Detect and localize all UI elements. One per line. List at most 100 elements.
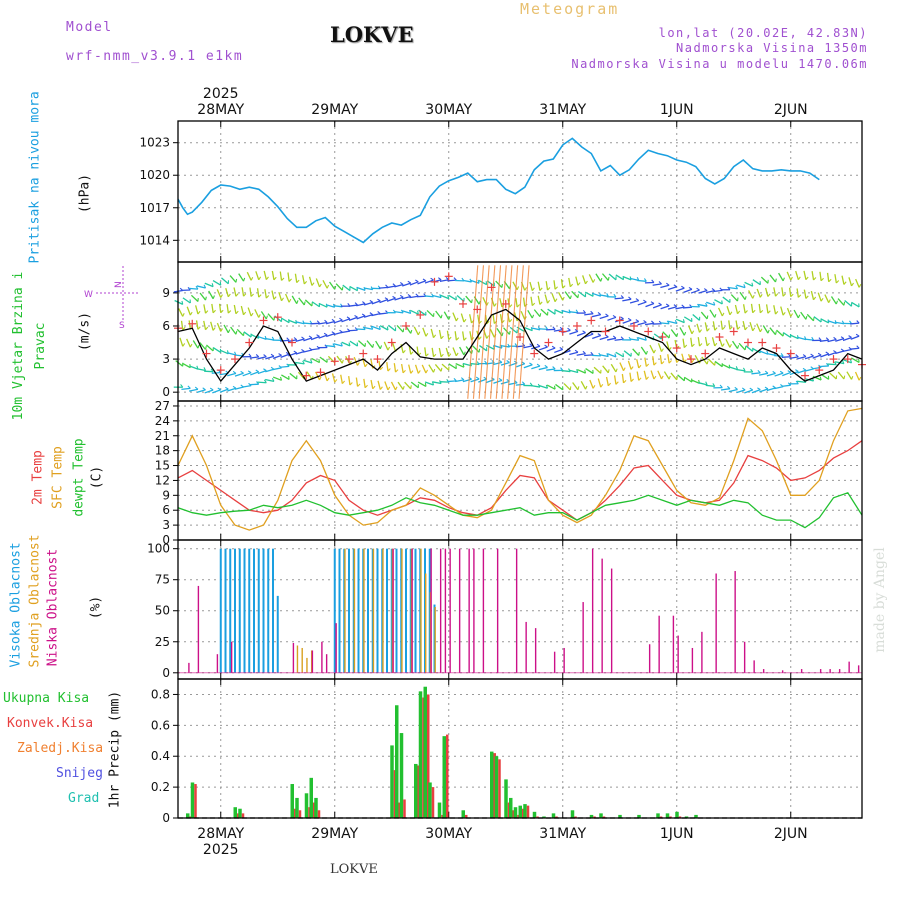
wind-arrow-head	[752, 309, 756, 314]
wind-arrow	[776, 329, 784, 337]
wind-arrow	[264, 337, 275, 341]
wind-arrow	[392, 342, 397, 352]
wind-arrow	[742, 304, 746, 314]
wind-arrow-head	[379, 345, 383, 349]
top-day-label: 29MAY	[311, 102, 358, 118]
wind-arrow	[294, 273, 298, 283]
wind-arrow-head	[813, 277, 817, 281]
wind-arrow-head	[477, 279, 480, 284]
wind-arrow-head	[475, 376, 480, 380]
wind-arrow-head	[433, 353, 437, 358]
wind-arrow	[554, 348, 563, 354]
wind-arrow-head	[521, 381, 526, 385]
wind-arrow	[533, 309, 541, 318]
wind-arrow	[554, 309, 564, 314]
wind-arrow-head	[357, 383, 361, 387]
total-precip-bar	[414, 763, 418, 818]
wind-arrow-head	[713, 301, 716, 306]
wind-arrow-head	[455, 317, 459, 322]
wind-arrow	[509, 326, 518, 334]
wind-arrow-head	[281, 297, 284, 302]
wind-arrow-head	[711, 288, 716, 292]
wind-arrow-head	[331, 331, 336, 335]
wind-arrow	[452, 347, 457, 357]
elevation-text: Nadmorska Visina 1350m	[676, 41, 868, 55]
wind-arrow-head	[628, 296, 632, 300]
wind-arrow	[721, 363, 731, 369]
wind-arrow	[272, 376, 282, 381]
wind-arrow-head	[620, 316, 624, 320]
wind-arrow	[717, 307, 723, 317]
y-tick-label: 0	[162, 666, 170, 680]
wind-arrow-head	[455, 352, 459, 357]
wind-arrow	[675, 306, 685, 310]
wind-arrow	[530, 296, 533, 306]
wind-arrow	[786, 307, 792, 317]
bottom-day-label: 30MAY	[425, 826, 472, 842]
station-title: LOKVE	[330, 22, 414, 47]
y-tick-label: 0	[162, 385, 170, 399]
wind-arrow-head	[843, 281, 847, 285]
bottom-time-axis: 28MAY 29MAY 30MAY 31MAY 1JUN 2JUN 2025	[197, 826, 807, 858]
wind-arrow-head	[182, 326, 186, 331]
wind-arrow-head	[569, 283, 574, 288]
wind-arrow-head	[478, 336, 482, 340]
wind-arrow-head	[211, 283, 214, 287]
wind-arrow-head	[630, 366, 634, 370]
panel-pressure: 1014 1017 1020 1023	[139, 120, 863, 263]
wind-arrow	[582, 275, 587, 285]
wind-arrow	[204, 389, 214, 394]
wind-arrow	[371, 313, 381, 317]
wind-arrow-head	[643, 299, 647, 303]
wind-arrow	[797, 355, 807, 360]
wind-arrow-head	[379, 366, 384, 371]
wind-arrow-head	[250, 293, 254, 297]
wind-arrow-head	[820, 277, 824, 282]
wind-arrow	[439, 279, 449, 283]
wind-arrow-head	[407, 280, 412, 284]
wind-arrow-head	[235, 278, 238, 283]
wind-arrow-head	[721, 312, 725, 317]
wind-arrow-head	[243, 293, 247, 297]
wind-arrow	[643, 370, 647, 380]
total-precip-bar	[290, 784, 294, 818]
total-precip-bar	[509, 797, 513, 818]
wind-arrow-head	[828, 278, 832, 283]
wind-arrow	[363, 378, 366, 388]
wind-arrow-head	[437, 277, 442, 281]
panel-wind: 0 3 6 9	[162, 261, 866, 402]
wind-arrow-head	[706, 315, 709, 320]
wind-arrow	[592, 334, 601, 340]
wind-arrow-head	[749, 387, 754, 391]
wind-arrow	[813, 316, 822, 323]
wind-arrow-head	[498, 377, 503, 381]
total-precip-bar	[390, 745, 394, 818]
wind-arrow	[841, 275, 845, 285]
wind-arrow	[260, 311, 267, 320]
wind-arrow	[243, 331, 252, 338]
wind-arrow-head	[681, 285, 685, 289]
wind-arrow	[728, 286, 738, 290]
wind-arrow	[803, 270, 807, 280]
wind-arrow	[561, 309, 571, 314]
wind-arrow-head	[318, 358, 321, 363]
wind-arrow	[249, 383, 259, 386]
wind-arrow	[295, 321, 305, 325]
wind-arrow	[730, 294, 739, 302]
total-precip-bar	[304, 793, 309, 818]
wind-arrow	[414, 364, 419, 374]
wind-arrow	[538, 384, 548, 389]
wind-arrow	[614, 297, 624, 300]
panel-precipitation: 0 0.2 0.4 0.6 0.8	[151, 678, 863, 825]
wind-arrow	[199, 292, 207, 301]
wind-arrow	[272, 354, 282, 360]
wind-arrow-head	[392, 295, 396, 299]
wind-arrow-head	[440, 335, 444, 340]
wind-arrow	[390, 381, 397, 391]
wind-arrow-head	[415, 279, 419, 283]
wind-arrow	[584, 313, 594, 316]
total-precip-bar	[233, 807, 237, 818]
wind-arrow	[478, 378, 487, 383]
wind-arrow	[378, 286, 389, 289]
wind-arrow	[830, 296, 837, 305]
